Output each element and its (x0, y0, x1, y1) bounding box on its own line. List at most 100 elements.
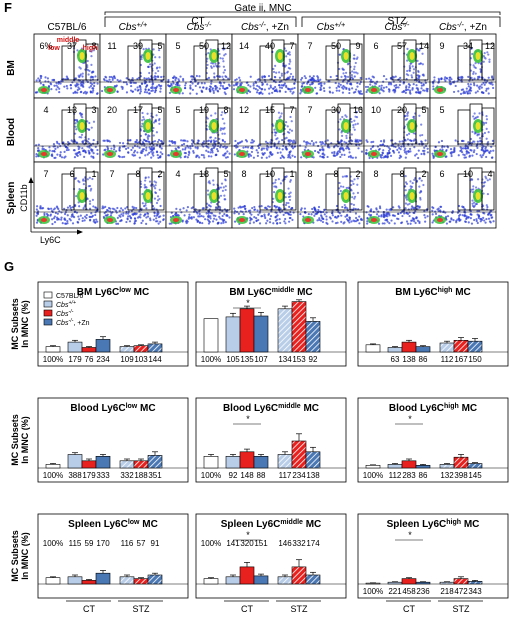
event-dot (91, 87, 94, 90)
event-dot (87, 137, 90, 141)
event-dot (151, 147, 155, 150)
event-dot (52, 79, 56, 82)
bar (277, 308, 293, 353)
event-dot (343, 206, 347, 209)
event-dot (182, 142, 186, 146)
event-dot (263, 151, 266, 155)
event-dot (385, 78, 388, 81)
event-dot (36, 91, 39, 94)
percent-label: 86 (419, 355, 428, 364)
event-dot (248, 90, 252, 93)
event-dot (315, 92, 318, 95)
event-dot (280, 80, 283, 83)
event-dot (381, 151, 385, 155)
event-dot (449, 83, 452, 86)
event-dot (272, 222, 275, 225)
gate-high (283, 43, 297, 81)
density-core (107, 88, 113, 92)
event-dot (221, 75, 224, 78)
density-core (107, 152, 113, 156)
event-dot (256, 154, 259, 157)
gate-percentage: 12 (221, 41, 231, 51)
event-dot (143, 118, 146, 121)
event-dot (344, 77, 347, 80)
event-dot (369, 83, 372, 86)
event-dot (280, 72, 283, 75)
density-core (277, 122, 283, 130)
event-dot (356, 177, 359, 180)
event-dot (476, 77, 480, 80)
percent-label: 107 (254, 355, 268, 364)
bar (225, 576, 241, 585)
flow-plot-bm-6: 9 34 12 (429, 33, 497, 99)
event-dot (234, 139, 237, 143)
event-dot (219, 217, 222, 220)
event-dot (336, 152, 339, 155)
event-dot (281, 138, 284, 142)
event-dot (141, 119, 144, 122)
event-dot (478, 112, 481, 115)
event-dot (315, 141, 318, 144)
gate-title: Gate ii, MNC (234, 3, 291, 14)
event-dot (472, 72, 475, 75)
event-dot (288, 53, 292, 56)
event-dot (283, 65, 287, 68)
flow-plot-blood-4: 7 30 16 (297, 97, 365, 163)
gate-percentage: 3 (91, 105, 96, 115)
bar (387, 581, 403, 585)
event-dot (83, 219, 86, 222)
event-dot (344, 75, 348, 78)
event-dot (140, 221, 143, 225)
event-dot (450, 217, 453, 220)
event-dot (170, 82, 173, 86)
event-dot (215, 140, 218, 143)
event-dot (189, 84, 192, 87)
event-dot (468, 155, 471, 158)
legend-label-2-sup: -/- (68, 309, 73, 315)
event-dot (68, 217, 71, 221)
event-dot (413, 220, 416, 223)
event-dot (122, 212, 125, 215)
event-dot (253, 205, 256, 209)
event-dot (136, 86, 139, 89)
event-dot (341, 175, 344, 178)
event-dot (59, 151, 62, 154)
event-dot (280, 86, 284, 90)
event-dot (422, 183, 425, 187)
event-dot (352, 123, 355, 127)
chart-title-a: BM Ly6C (395, 287, 437, 298)
event-dot (382, 149, 385, 152)
event-dot (183, 214, 186, 217)
event-dot (471, 130, 474, 133)
event-dot (487, 131, 490, 134)
event-dot (426, 151, 429, 154)
event-dot (405, 73, 408, 76)
event-dot (400, 221, 403, 225)
event-dot (358, 91, 361, 94)
event-dot (304, 146, 307, 149)
event-dot (473, 117, 476, 121)
event-dot (116, 78, 119, 82)
gate-bracket (104, 11, 501, 15)
event-dot (416, 205, 419, 208)
gate-percentage: 50 (199, 41, 209, 51)
event-dot (281, 154, 284, 157)
event-dot (59, 154, 62, 158)
event-dot (210, 82, 213, 85)
event-dot (167, 84, 170, 87)
event-dot (459, 213, 462, 216)
event-dot (90, 55, 93, 58)
event-dot (382, 74, 386, 78)
event-dot (299, 88, 303, 91)
event-dot (220, 182, 224, 185)
event-dot (481, 146, 484, 149)
event-dot (320, 143, 323, 146)
event-dot (144, 154, 147, 157)
event-dot (482, 181, 486, 184)
chart-title: Blood Ly6Chigh MC (389, 403, 477, 414)
event-dot (379, 144, 382, 147)
event-dot (133, 222, 136, 225)
event-dot (487, 140, 490, 144)
event-dot (236, 81, 239, 85)
event-dot (238, 79, 242, 82)
